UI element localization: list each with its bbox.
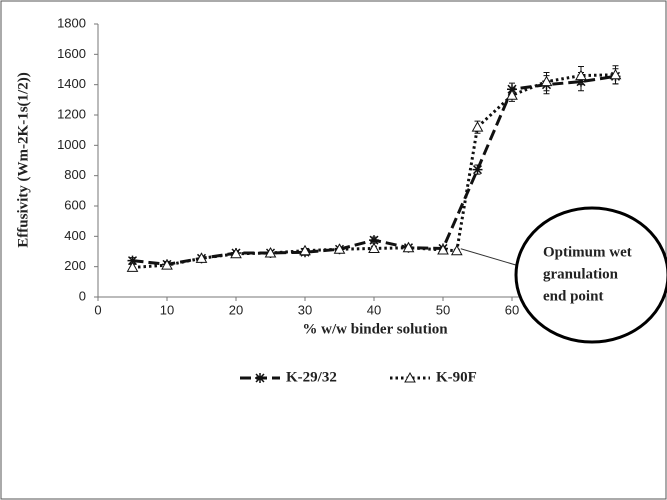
marker [471, 121, 484, 132]
annotation-arrow [460, 248, 527, 269]
marker [404, 371, 416, 383]
y-tick-label: 1600 [57, 46, 86, 61]
x-tick-label: 0 [94, 302, 101, 317]
marker [161, 259, 173, 270]
marker [402, 241, 415, 253]
marker [368, 242, 380, 253]
marker [450, 244, 463, 256]
marker [126, 261, 139, 272]
y-tick-label: 1800 [57, 15, 86, 30]
x-tick-label: 40 [367, 302, 381, 317]
y-tick-label: 0 [79, 288, 86, 303]
marker [540, 75, 553, 87]
y-tick-label: 600 [64, 197, 86, 212]
marker [230, 247, 242, 259]
x-tick-label: 30 [298, 302, 312, 317]
x-tick-label: 50 [436, 302, 450, 317]
y-axis-label: Effusivity (Wm-2K-1s(1/2)) [15, 72, 31, 247]
marker [369, 235, 379, 246]
marker [333, 243, 346, 254]
marker [472, 164, 483, 175]
series-line [132, 73, 616, 269]
y-tick-label: 200 [64, 258, 86, 273]
x-tick-label: 10 [160, 302, 174, 317]
annotation-text: Optimum wet [543, 244, 632, 260]
marker [506, 89, 518, 100]
y-tick-label: 1400 [57, 76, 86, 91]
legend-label: K-90F [436, 369, 477, 385]
x-tick-label: 60 [505, 302, 519, 317]
marker [299, 244, 311, 256]
marker [609, 68, 622, 80]
y-tick-label: 1200 [57, 106, 86, 121]
y-tick-label: 1000 [57, 137, 86, 152]
marker [255, 373, 265, 383]
marker [437, 243, 449, 255]
marker [127, 255, 138, 266]
marker [264, 246, 277, 258]
legend-label: K-29/32 [286, 369, 337, 385]
x-axis-label: % w/w binder solution [302, 321, 448, 337]
marker [575, 69, 587, 81]
annotation-text: granulation [543, 266, 619, 282]
marker [195, 252, 208, 263]
y-tick-label: 800 [64, 167, 86, 182]
annotation-circle [514, 206, 667, 344]
x-tick-label: 20 [229, 302, 243, 317]
annotation-text: end point [543, 288, 603, 304]
y-tick-label: 400 [64, 228, 86, 243]
